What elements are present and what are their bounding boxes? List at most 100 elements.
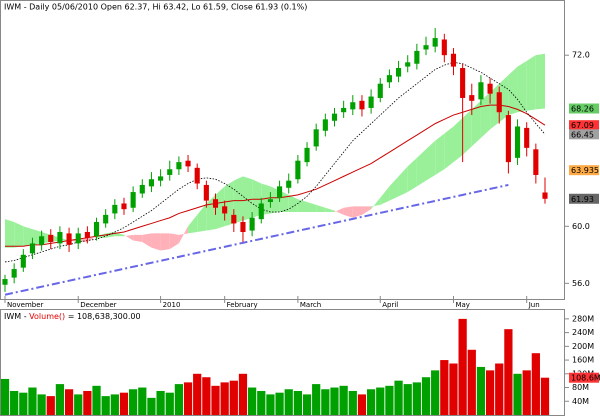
candle-body	[441, 39, 447, 56]
cloud-segment	[123, 234, 134, 241]
cloud-segment	[334, 207, 344, 215]
volume-label: Volume()	[29, 312, 65, 321]
volume-bar	[403, 384, 412, 415]
volume-bar	[229, 380, 238, 415]
volume-bar	[302, 394, 312, 415]
candle-body	[167, 169, 173, 175]
cloud-segment	[316, 204, 326, 213]
volume-bar	[284, 389, 293, 415]
cloud-segment	[169, 233, 179, 250]
cloud-segment	[361, 206, 372, 215]
volume-bar	[74, 394, 83, 415]
y-tick-label: 60.0	[572, 222, 590, 231]
cloud-segment	[480, 92, 491, 138]
y-tick-label: 72.0	[572, 51, 590, 60]
candle-body	[57, 231, 63, 244]
volume-bar	[476, 366, 486, 415]
cloud-segment	[535, 53, 545, 110]
volume-bar	[485, 370, 495, 415]
moving-average	[5, 104, 546, 247]
candle-body	[524, 127, 530, 148]
candle-body	[48, 234, 54, 242]
volume-bar	[83, 390, 92, 415]
volume-bar	[366, 389, 376, 415]
volume-bar	[348, 390, 357, 415]
candle-body	[2, 279, 8, 285]
candle-body	[11, 269, 17, 278]
candle-body	[313, 129, 319, 147]
candle-body	[185, 160, 191, 167]
volume-bar	[293, 390, 302, 415]
candle-body	[84, 231, 90, 238]
candle-body	[158, 176, 164, 181]
x-tick-label: December	[80, 301, 116, 309]
volume-bar	[321, 389, 330, 415]
cloud-segment	[352, 206, 362, 218]
volume-bar	[10, 390, 19, 415]
volume-bar	[92, 385, 101, 415]
volume-bar	[183, 382, 193, 415]
candle-body	[194, 167, 200, 184]
cloud-segment	[508, 66, 518, 116]
price-marker-label: 63.935	[571, 166, 599, 175]
x-tick-label: November	[7, 301, 44, 309]
volume-bar	[394, 380, 403, 415]
candle-body	[203, 184, 209, 201]
candle-body	[93, 222, 100, 237]
volume-bar	[46, 396, 55, 415]
volume-tick-label: 280M	[572, 314, 594, 323]
x-tick-label: 2010	[163, 301, 181, 309]
volume-bar	[19, 392, 28, 415]
moving-average	[4, 61, 546, 263]
candle-body	[432, 38, 438, 47]
volume-bar	[385, 385, 394, 415]
candle-body	[66, 233, 72, 245]
candle-body	[231, 214, 237, 224]
candle-body	[112, 204, 118, 214]
volume-tick-label: 80M	[572, 383, 589, 392]
volume-bar	[138, 387, 147, 415]
candle-body	[322, 119, 328, 131]
x-tick-label: Jun	[528, 301, 540, 309]
candle-body	[341, 107, 347, 113]
cloud-segment	[462, 109, 472, 155]
price-marker-label: 61.93	[571, 195, 594, 204]
candle-body	[222, 206, 228, 214]
candle-body	[533, 149, 539, 175]
volume-bar	[193, 373, 202, 415]
candle-body	[386, 75, 392, 83]
volume-title: IWM - Volume() = 108,638,300.00	[4, 312, 141, 321]
candle-body	[267, 199, 273, 203]
cloud-segment	[526, 55, 536, 111]
volume-bar	[531, 353, 540, 415]
candle-body	[405, 62, 411, 67]
volume-bar	[202, 377, 211, 415]
candle-body	[176, 162, 182, 170]
candle-body	[212, 199, 219, 208]
volume-bar	[431, 370, 440, 415]
candle-body	[103, 214, 109, 224]
cloud-segment	[178, 226, 189, 244]
candle-body	[496, 92, 502, 113]
volume-bar	[55, 384, 65, 415]
volume-bar	[156, 390, 165, 415]
cloud-segment	[142, 233, 152, 248]
volume-symbol: IWM -	[4, 312, 27, 321]
volume-bar	[129, 389, 138, 415]
price-marker	[569, 193, 599, 204]
candle-body	[377, 83, 383, 98]
price-marker-label: 67.09	[571, 121, 594, 130]
y-tick-label: 56.0	[572, 279, 590, 288]
candle-body	[505, 115, 511, 163]
cloud-segment	[215, 186, 225, 230]
cloud-segment	[453, 117, 463, 163]
volume-bar	[257, 390, 266, 415]
volume-bar	[275, 392, 284, 415]
cloud-segment	[5, 219, 15, 248]
cloud-segment	[380, 186, 390, 205]
cloud-segment	[242, 176, 253, 221]
candle-body	[359, 100, 365, 110]
volume-bar	[119, 392, 129, 415]
candle-body	[121, 203, 127, 210]
